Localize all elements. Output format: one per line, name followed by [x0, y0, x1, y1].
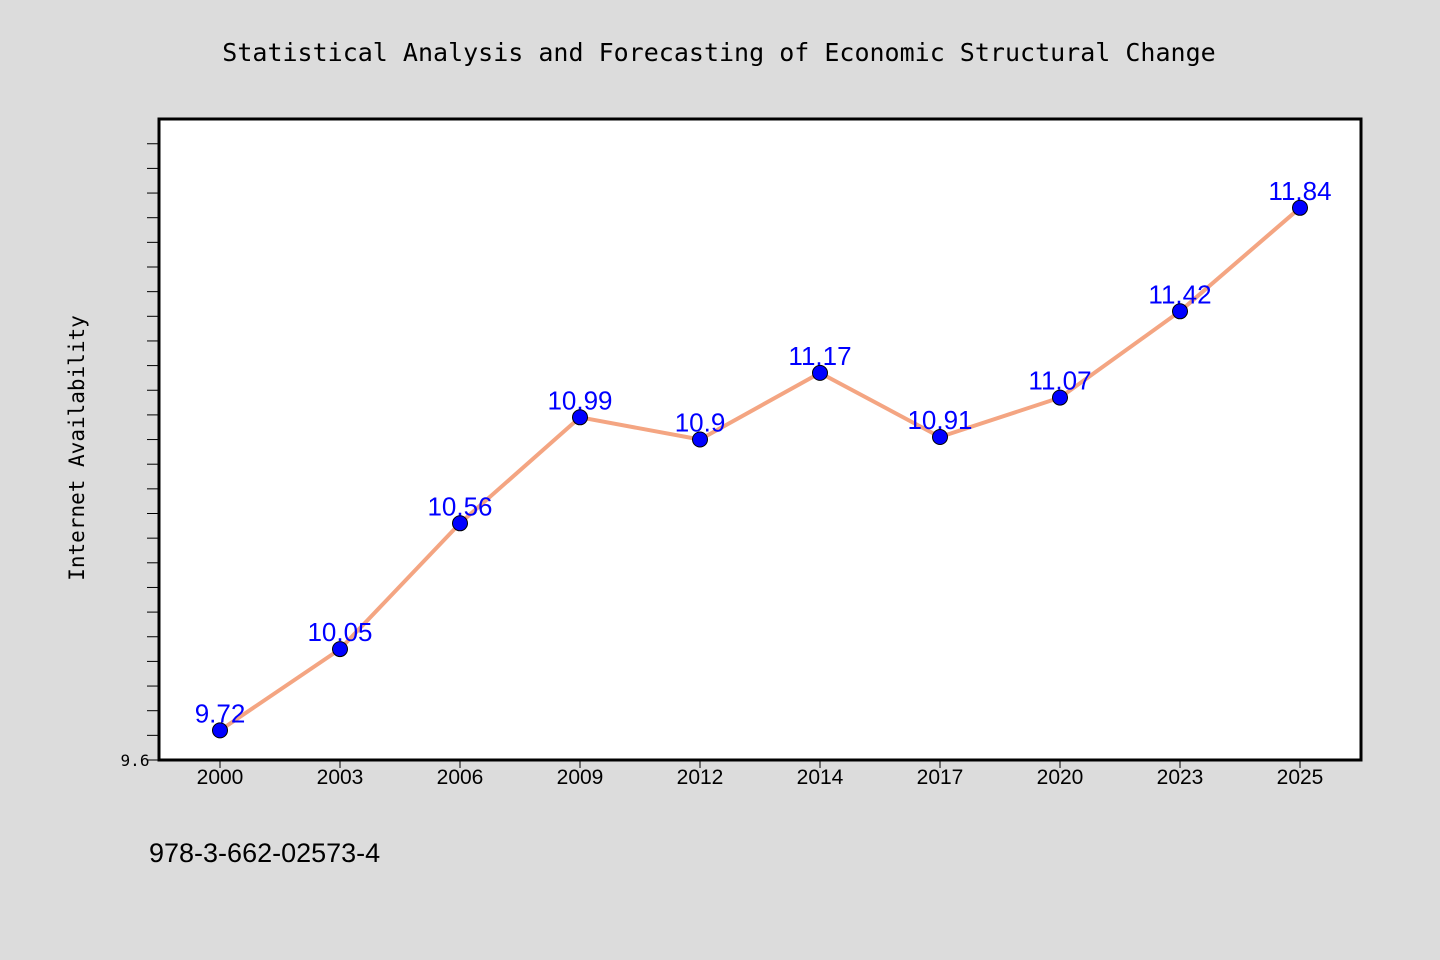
x-tick-label: 2000 — [197, 766, 244, 789]
data-label: 11.07 — [1028, 366, 1091, 396]
x-tick-label: 2017 — [917, 766, 964, 789]
series-line — [218, 206, 1302, 733]
y-tick-label: 9.6 — [121, 751, 150, 770]
data-point[interactable] — [812, 364, 828, 381]
data-point[interactable] — [932, 429, 948, 445]
data-point[interactable] — [1052, 389, 1068, 406]
data-point[interactable] — [692, 431, 708, 448]
data-point[interactable] — [1172, 303, 1188, 320]
chart-title: Statistical Analysis and Forecasting of … — [222, 38, 1215, 67]
y-axis-label: Internet Availability — [65, 315, 89, 581]
data-label: 10.05 — [307, 617, 372, 647]
y-axis: 9.6 — [121, 143, 159, 770]
footer-code: 978-3-662-02573-4 — [149, 838, 380, 868]
data-label: 11.17 — [788, 341, 851, 371]
x-tick-label: 2003 — [317, 766, 364, 789]
x-tick-label: 2023 — [1157, 766, 1204, 789]
data-point[interactable] — [332, 641, 348, 658]
data-label: 10.9 — [675, 408, 726, 438]
x-tick-label: 2006 — [437, 766, 484, 789]
data-point[interactable] — [1292, 199, 1308, 216]
x-tick-label: 2025 — [1277, 766, 1324, 789]
data-label: 11.42 — [1148, 279, 1211, 309]
x-tick-label: 2009 — [557, 766, 604, 789]
data-label: 10.91 — [907, 405, 972, 435]
data-label: 10.56 — [427, 491, 492, 521]
x-tick-label: 2014 — [797, 766, 844, 789]
data-point[interactable] — [572, 409, 588, 426]
x-axis: 2000 2003 2006 2009 2012 2014 2017 2020 2023 2025 — [197, 760, 1324, 789]
data-point[interactable] — [452, 515, 468, 532]
data-label: 9.72 — [195, 698, 246, 728]
x-tick-label: 2012 — [677, 766, 724, 789]
series-layer: 9.72 10.05 10.56 10.99 10.9 11.17 10.91 11.07 11… — [195, 176, 1332, 739]
data-label: 11.84 — [1268, 176, 1331, 206]
plot-area — [157, 117, 1363, 762]
data-label: 10.99 — [547, 385, 612, 415]
x-tick-label: 2020 — [1037, 766, 1084, 789]
data-point[interactable] — [212, 722, 228, 739]
